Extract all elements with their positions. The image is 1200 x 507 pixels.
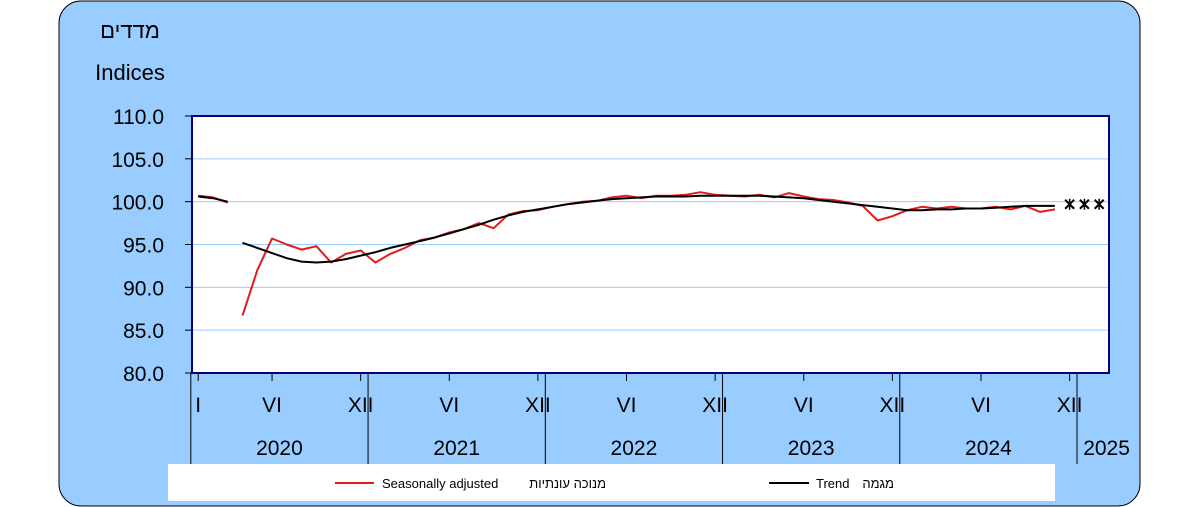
x-tick-label: XII [702, 394, 728, 417]
y-tick-labels: 80.0 85.0 90.0 95.0 100.0 105.0 110.0 [111, 106, 192, 386]
trend-line [198, 195, 228, 203]
x-tick-label: XII [1057, 394, 1083, 417]
year-label: 2022 [611, 437, 658, 460]
y-axis-label: Indices [95, 60, 165, 85]
x-tick-label: VI [617, 394, 637, 417]
gridlines [193, 158, 1108, 331]
trend-projection-marker [1064, 198, 1075, 210]
y-tick-label: 110.0 [113, 106, 164, 129]
y-tick-label: 95.0 [123, 235, 164, 258]
y-tick-label: 80.0 [123, 363, 164, 386]
x-tick-label: I [195, 394, 201, 417]
x-tick-label: XII [348, 394, 374, 417]
trend-projection-marker [1079, 198, 1090, 210]
x-tick-label: VI [262, 394, 282, 417]
legend-box [168, 464, 1055, 501]
trend-line [242, 194, 1055, 264]
legend: Seasonally adjusted מנוכה עונתיות Trend … [168, 464, 1055, 501]
year-label: 2023 [788, 437, 835, 460]
x-tick-label: XII [880, 394, 906, 417]
y-tick-label: 100.0 [111, 192, 164, 215]
year-label: 2021 [433, 437, 480, 460]
year-label: 2020 [256, 437, 303, 460]
y-tick-label: 105.0 [111, 149, 164, 172]
x-axis: I VI XII VI XII VI XII VI XII VI XII 2020 2021 2022 20… [190, 373, 1130, 464]
y-axis-label-hebrew: מדדים [100, 18, 160, 43]
legend-seasonal-label-hebrew: מנוכה עונתיות [529, 476, 606, 491]
trend-projection-marker [1093, 198, 1105, 210]
legend-trend-label: Trend [816, 476, 849, 491]
legend-seasonal-label: Seasonally adjusted [382, 476, 498, 491]
year-label: 2024 [965, 437, 1012, 460]
y-tick-label: 85.0 [123, 320, 164, 343]
y-tick-label: 90.0 [123, 277, 164, 300]
series-lines [198, 191, 1105, 316]
x-tick-label: XII [525, 394, 551, 417]
year-label: 2025 [1083, 437, 1130, 460]
x-tick-label: VI [439, 394, 459, 417]
x-tick-label: VI [794, 394, 814, 417]
legend-trend-label-hebrew: מגמה [862, 476, 894, 491]
x-tick-label: VI [971, 394, 991, 417]
